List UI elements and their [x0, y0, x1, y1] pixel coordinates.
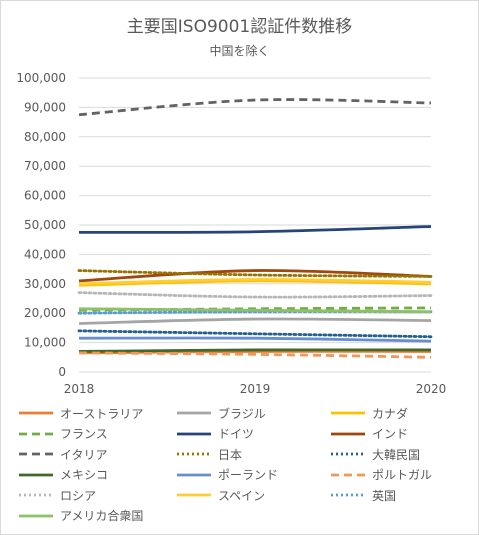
- series-line: [78, 269, 432, 283]
- y-tick-label: 10,000: [24, 336, 66, 350]
- legend-swatch: [331, 411, 365, 415]
- legend-swatch: [177, 473, 211, 476]
- legend-item: ロシア: [18, 485, 96, 505]
- y-tick-label: 50,000: [24, 218, 66, 232]
- legend-swatch: [19, 514, 53, 517]
- x-tick-label: 2020: [416, 382, 447, 396]
- series-line: [78, 351, 432, 359]
- legend-item: メキシコ: [18, 465, 108, 485]
- series-line: [77, 269, 433, 278]
- legend-swatch: [19, 473, 53, 476]
- legend-swatch: [177, 411, 211, 415]
- legend-label: スペイン: [218, 488, 266, 503]
- legend-label: 英国: [372, 488, 397, 503]
- series-line: [78, 336, 432, 343]
- x-tick-label: 2018: [64, 382, 95, 396]
- y-tick-label: 20,000: [24, 306, 66, 320]
- legend-label: イタリア: [60, 447, 108, 462]
- legend-swatch: [19, 452, 53, 456]
- legend-item: 大韓民国: [330, 444, 420, 464]
- series-line: [78, 279, 432, 287]
- legend-label: アメリカ合衆国: [60, 509, 144, 523]
- legend-label: 大韓民国: [372, 447, 421, 462]
- legend-label: ブラジル: [218, 406, 266, 421]
- series-line: [78, 225, 432, 234]
- legend-item: イタリア: [18, 444, 108, 464]
- legend-item: オーストラリア: [18, 403, 143, 423]
- legend-swatch: [177, 452, 211, 456]
- legend-label: インド: [372, 427, 409, 441]
- legend-item: ポーランド: [176, 465, 278, 485]
- legend-item: スペイン: [176, 485, 265, 505]
- legend-swatch: [331, 473, 365, 476]
- legend-label: 日本: [218, 447, 243, 462]
- legend-item: ブラジル: [176, 403, 266, 423]
- legend-label: カナダ: [372, 406, 409, 421]
- legend-item: ポルトガル: [330, 465, 432, 485]
- legend-item: 日本: [176, 444, 242, 464]
- y-tick-label: 0: [58, 365, 66, 379]
- legend-item: ドイツ: [176, 424, 254, 444]
- legend-item: 英国: [330, 485, 396, 505]
- y-tick-label: 80,000: [24, 130, 66, 144]
- series-line: [78, 348, 432, 353]
- legend-label: フランス: [60, 427, 108, 441]
- y-tick-label: 100,000: [16, 71, 66, 85]
- legend-swatch: [331, 493, 365, 497]
- y-tick-label: 60,000: [24, 189, 66, 203]
- legend-swatch: [19, 411, 53, 415]
- legend-label: ドイツ: [218, 427, 255, 441]
- series-line: [77, 329, 433, 339]
- legend-label: ロシア: [60, 488, 97, 503]
- legend-swatch: [177, 432, 211, 435]
- y-tick-label: 70,000: [24, 159, 66, 173]
- legend-swatch: [19, 493, 53, 497]
- legend-item: カナダ: [330, 403, 408, 423]
- legend-swatch: [331, 452, 365, 456]
- y-tick-label: 90,000: [24, 100, 66, 114]
- legend-label: ポーランド: [218, 468, 279, 482]
- series-line: [78, 277, 432, 286]
- series-line: [77, 291, 433, 299]
- legend-swatch: [19, 432, 53, 435]
- chart-subtitle: 中国を除く: [209, 44, 270, 58]
- legend-swatch: [177, 493, 211, 497]
- legend-item: アメリカ合衆国: [18, 506, 143, 526]
- y-tick-label: 30,000: [24, 277, 66, 291]
- x-tick-label: 2019: [240, 382, 271, 396]
- y-tick-label: 40,000: [24, 247, 66, 261]
- legend-label: ポルトガル: [372, 468, 433, 482]
- series-line: [78, 98, 432, 117]
- series-line: [78, 307, 432, 314]
- legend-label: オーストラリア: [60, 406, 144, 421]
- chart-title: 主要国ISO9001認証件数推移: [126, 17, 353, 37]
- legend-swatch: [331, 432, 365, 435]
- legend-label: メキシコ: [60, 468, 109, 482]
- legend-item: フランス: [18, 424, 108, 444]
- series-line: [78, 317, 432, 325]
- legend-item: インド: [330, 424, 408, 444]
